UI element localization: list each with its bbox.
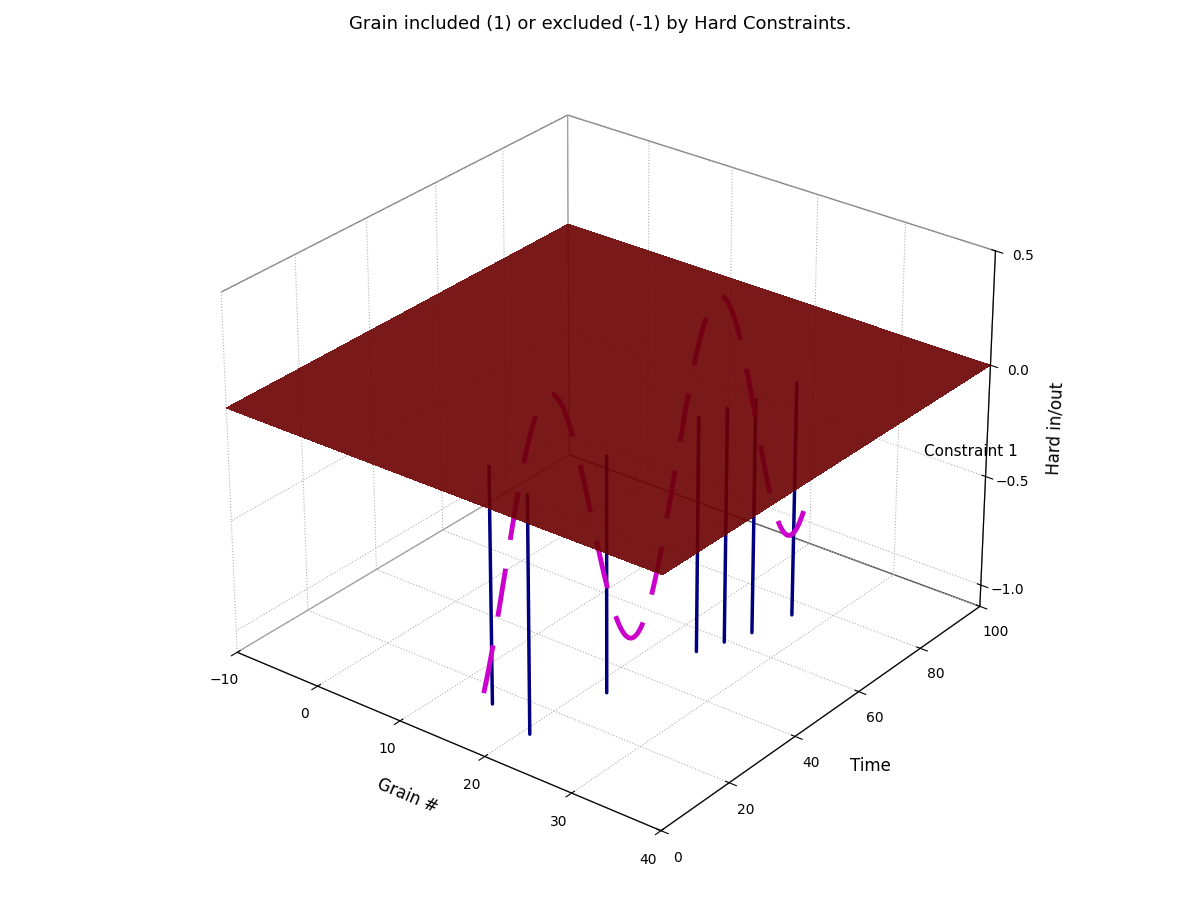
Title: Grain included (1) or excluded (-1) by Hard Constraints.: Grain included (1) or excluded (-1) by H… [349, 15, 852, 33]
Y-axis label: Time: Time [849, 757, 890, 775]
X-axis label: Grain #: Grain # [375, 775, 441, 816]
